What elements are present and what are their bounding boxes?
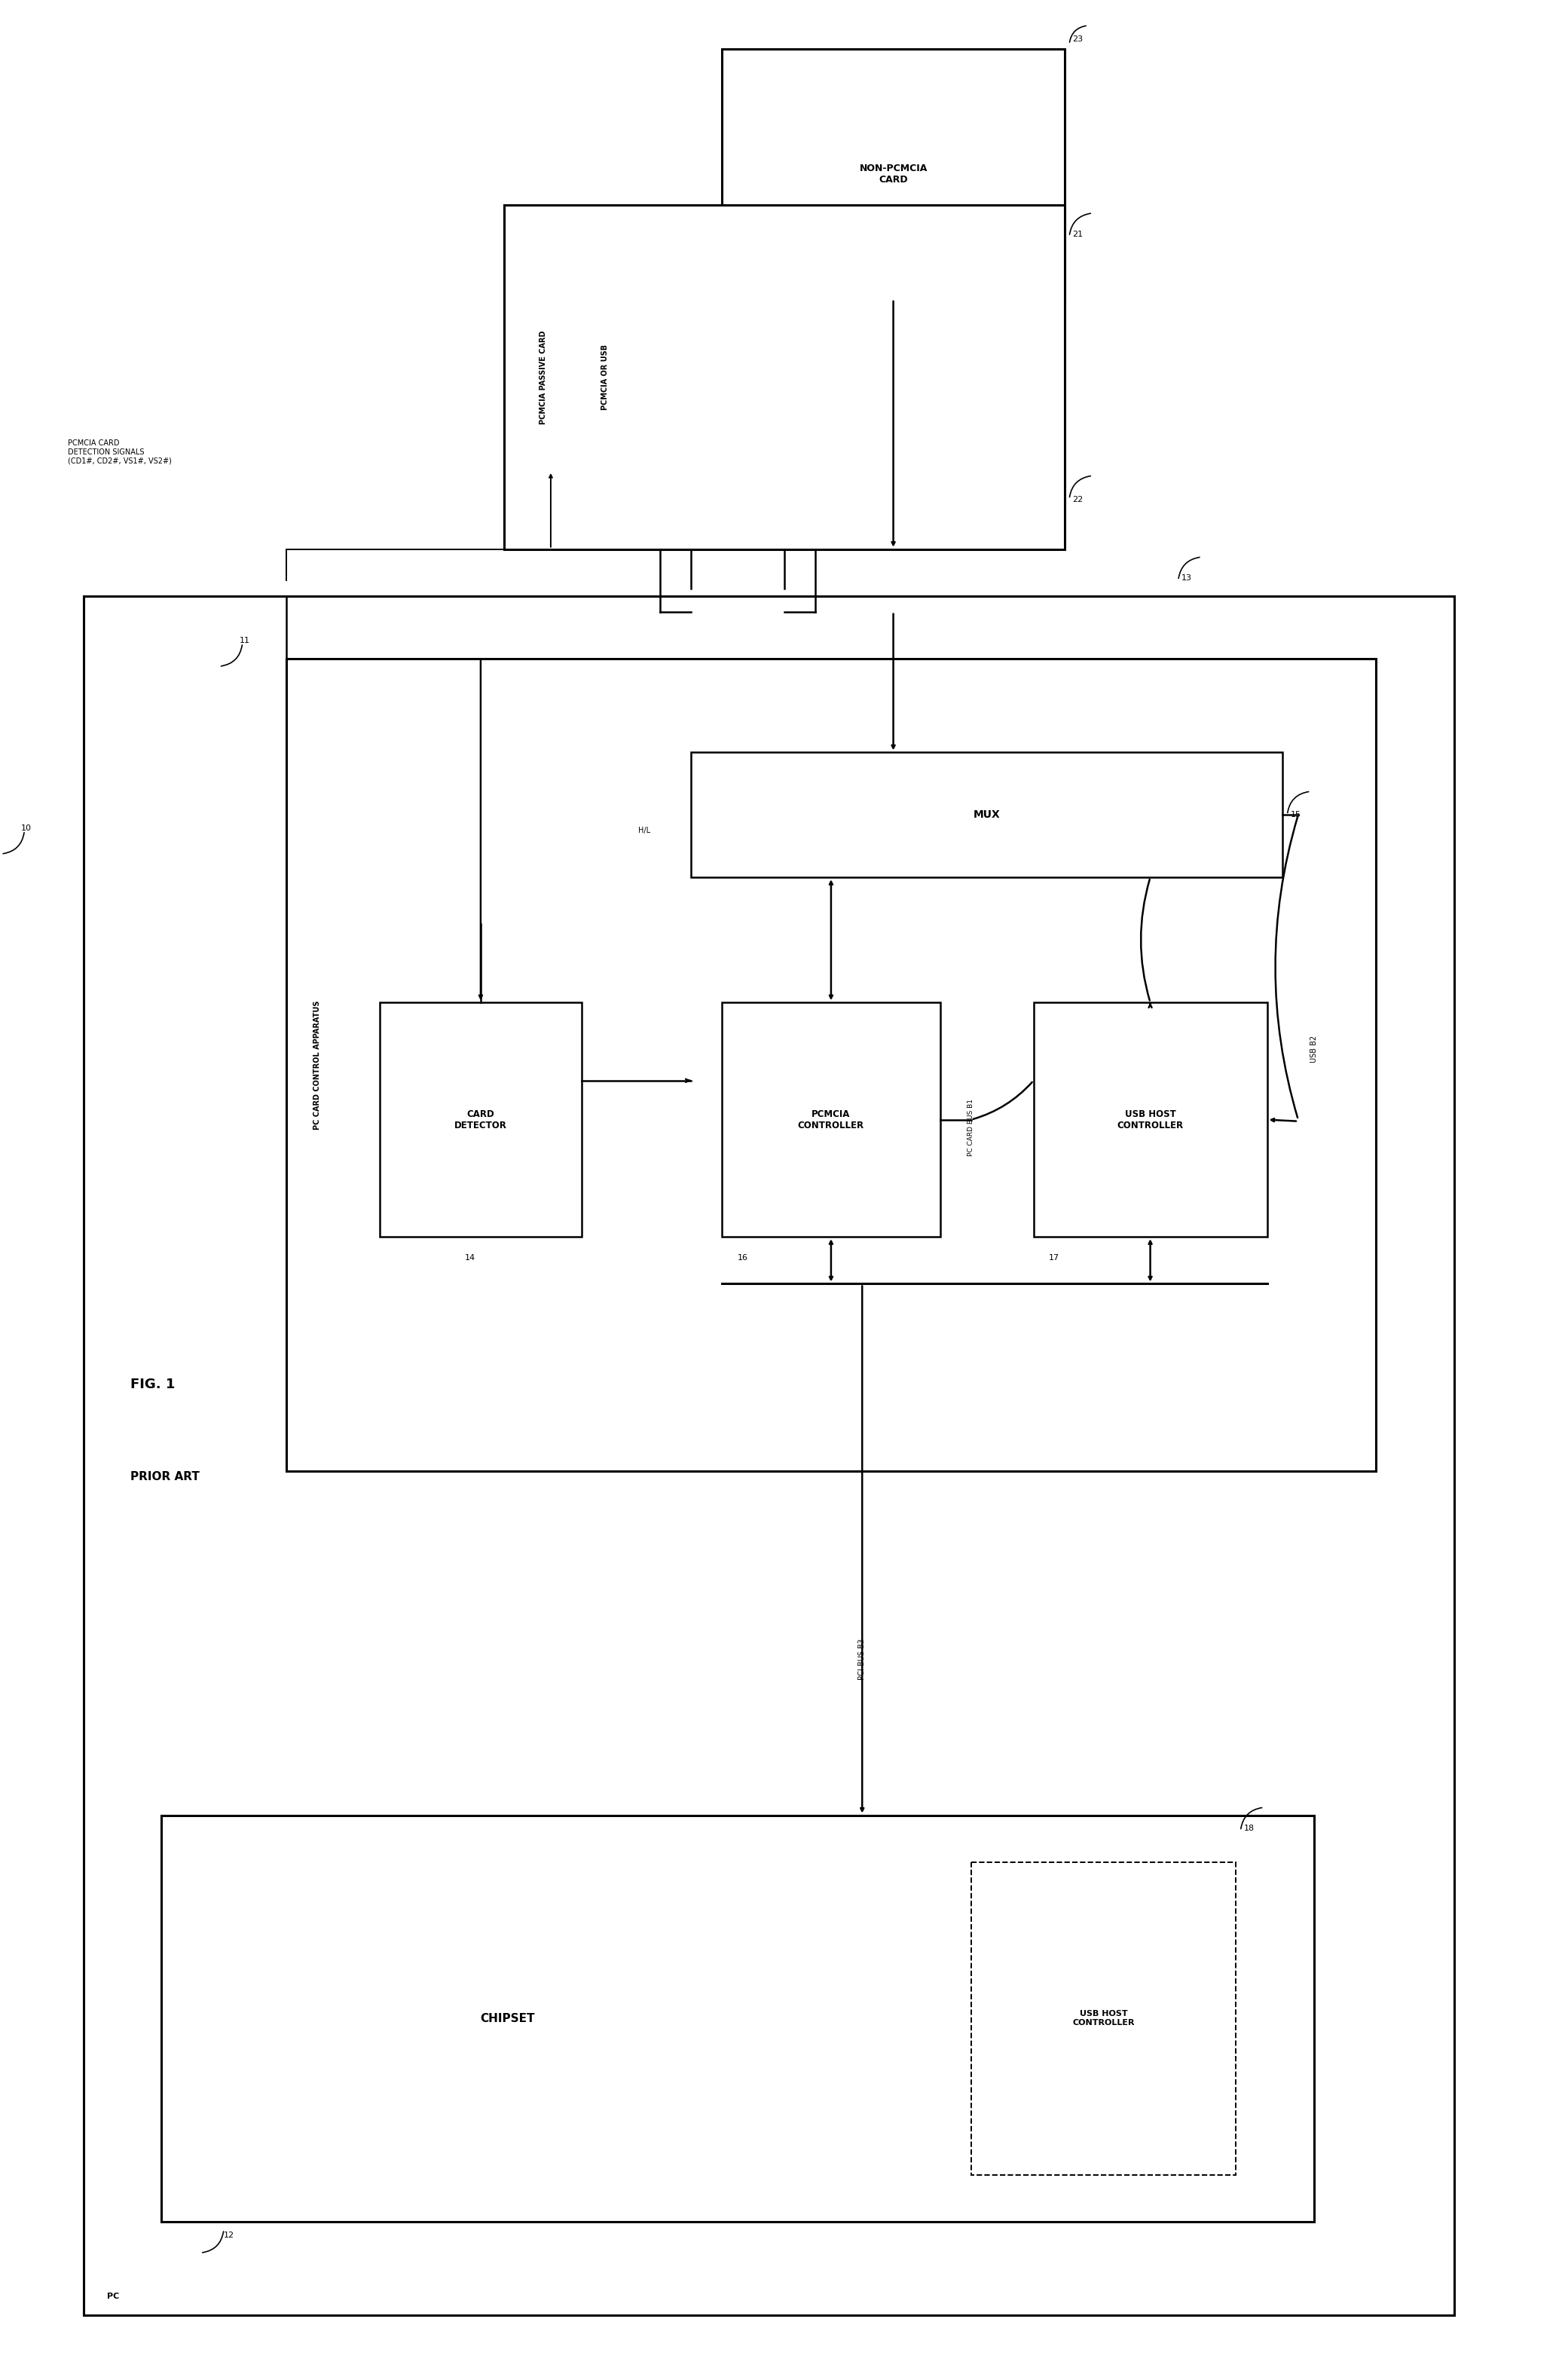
Text: PC CARD CONTROL APPARATUS: PC CARD CONTROL APPARATUS <box>313 1000 321 1130</box>
Text: MUX: MUX <box>973 809 1000 821</box>
Text: PC: PC <box>106 2292 119 2299</box>
Text: USB B2: USB B2 <box>1310 1035 1318 1064</box>
Text: 11: 11 <box>239 638 250 645</box>
Text: PRIOR ART: PRIOR ART <box>130 1471 199 1483</box>
Text: 15: 15 <box>1291 812 1301 819</box>
Bar <box>690 752 1283 878</box>
Text: 14: 14 <box>465 1254 476 1261</box>
Text: USB HOST
CONTROLLER: USB HOST CONTROLLER <box>1072 2011 1135 2025</box>
Bar <box>504 205 1064 550</box>
Text: 12: 12 <box>224 2230 235 2240</box>
Text: CARD
DETECTOR: CARD DETECTOR <box>454 1109 507 1130</box>
Bar <box>721 50 1064 300</box>
Text: 16: 16 <box>737 1254 748 1261</box>
Bar <box>286 659 1376 1471</box>
Text: USB HOST
CONTROLLER: USB HOST CONTROLLER <box>1117 1109 1183 1130</box>
Text: PCI BUS B3: PCI BUS B3 <box>859 1637 865 1680</box>
Bar <box>161 1816 1313 2221</box>
Text: 10: 10 <box>22 823 31 833</box>
Text: 23: 23 <box>1072 36 1083 43</box>
Bar <box>1033 1002 1268 1238</box>
Text: 22: 22 <box>1072 497 1083 505</box>
Text: PC CARD BUS B1: PC CARD BUS B1 <box>967 1100 975 1157</box>
Bar <box>972 1861 1236 2175</box>
Text: PCMCIA OR USB: PCMCIA OR USB <box>601 345 609 409</box>
Bar <box>721 1002 941 1238</box>
Text: 13: 13 <box>1182 574 1193 583</box>
Text: 17: 17 <box>1049 1254 1060 1261</box>
Text: PCMCIA CARD
DETECTION SIGNALS
(CD1#, CD2#, VS1#, VS2#): PCMCIA CARD DETECTION SIGNALS (CD1#, CD2… <box>67 440 172 464</box>
Text: H/L: H/L <box>639 826 649 835</box>
Text: FIG. 1: FIG. 1 <box>130 1378 175 1392</box>
Text: PCMCIA
CONTROLLER: PCMCIA CONTROLLER <box>798 1109 864 1130</box>
Text: PCMCIA PASSIVE CARD: PCMCIA PASSIVE CARD <box>540 331 546 424</box>
Text: 18: 18 <box>1244 1825 1254 1833</box>
Bar <box>83 595 1454 2316</box>
Text: NON-PCMCIA
CARD: NON-PCMCIA CARD <box>859 164 928 186</box>
Text: 21: 21 <box>1072 231 1083 238</box>
Bar <box>379 1002 582 1238</box>
Text: CHIPSET: CHIPSET <box>480 2013 535 2023</box>
